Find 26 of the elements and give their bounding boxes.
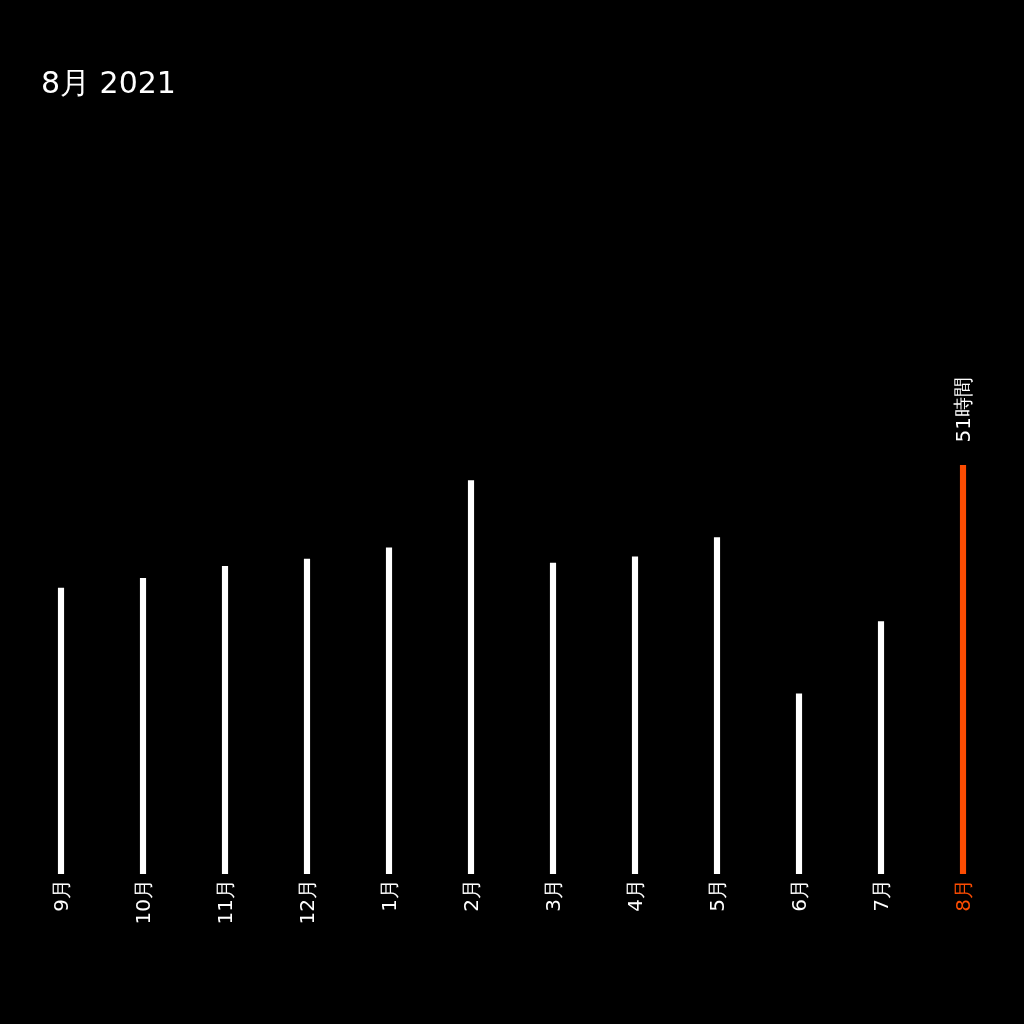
- bar: [549, 562, 557, 874]
- x-tick-label: 6月: [786, 879, 811, 912]
- bar: [57, 587, 65, 874]
- bar: [795, 693, 803, 874]
- x-tick-label: 12月: [294, 879, 319, 925]
- bar: [303, 558, 311, 874]
- bar: [959, 464, 967, 874]
- data-label: 51時間: [950, 377, 975, 443]
- x-tick-label: 9月: [48, 879, 73, 912]
- bar: [631, 556, 639, 874]
- bar: [221, 566, 229, 874]
- bar: [385, 547, 393, 874]
- bar: [877, 621, 885, 874]
- x-tick-label: 1月: [376, 879, 401, 912]
- chart-title: 8月 2021: [40, 64, 176, 100]
- x-tick-label: 10月: [130, 879, 155, 925]
- x-tick-label: 11月: [212, 879, 237, 925]
- x-tick-label: 4月: [622, 879, 647, 912]
- x-tick-label: 8月: [950, 879, 975, 912]
- x-tick-label: 2月: [458, 879, 483, 912]
- bar: [467, 480, 475, 874]
- bar: [139, 578, 147, 874]
- x-tick-label: 7月: [868, 879, 893, 912]
- bar: [713, 537, 721, 874]
- x-tick-label: 3月: [540, 879, 565, 912]
- x-tick-label: 5月: [704, 879, 729, 912]
